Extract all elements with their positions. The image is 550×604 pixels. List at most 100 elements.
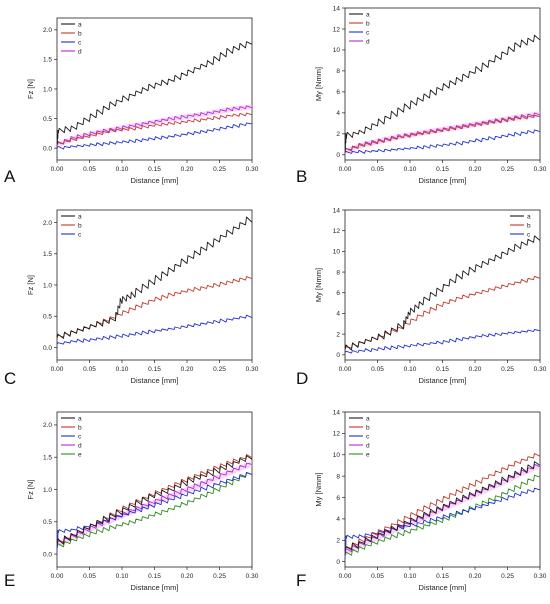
x-tick-label: 0.20 [181, 366, 194, 373]
legend-label-d: d [366, 38, 370, 45]
legend-label-a: a [366, 11, 370, 18]
y-tick-label: 2 [336, 131, 340, 138]
y-axis-label: Fz [N] [26, 79, 35, 99]
series-a-line [345, 235, 540, 351]
plot-frame [56, 209, 253, 361]
x-tick-label: 0.05 [83, 166, 96, 173]
legend-label-b: b [527, 222, 531, 229]
x-axis-label: Distance [mm] [131, 176, 179, 185]
series-group [345, 453, 540, 560]
y-tick-label: 2.0 [43, 27, 52, 34]
plot-frame [56, 411, 253, 568]
series-c-line [57, 471, 252, 555]
legend-label-b: b [78, 424, 82, 431]
x-tick-label: 0.15 [436, 166, 449, 173]
panel-letter: E [4, 571, 15, 590]
series-d-line [57, 105, 252, 146]
series-group [345, 235, 540, 354]
series-d-line [57, 462, 252, 545]
x-tick-label: 0.10 [404, 366, 417, 373]
panel-d: 0.00 0.05 0.10 0.15 0.20 0.25 0.30 0 2 4 6 8 10 12 14 D… [296, 207, 547, 388]
panel-a: 0.00 0.05 0.10 0.15 0.20 0.25 0.30 0.0 0.5 1.0 1.5… [4, 17, 259, 186]
legend-label-e: e [78, 451, 82, 458]
y-tick-label: 12 [333, 431, 341, 438]
x-tick-label: 0.30 [534, 573, 547, 580]
y-tick-label: 4 [336, 311, 340, 318]
panel-letter: D [296, 369, 308, 388]
x-tick-label: 0.05 [371, 166, 384, 173]
y-tick-label: 1.5 [43, 455, 52, 462]
legend-label-d: d [78, 442, 82, 449]
y-tick-label: 0.5 [43, 519, 52, 526]
legend-label-a: a [366, 415, 370, 422]
legend-label-e: e [366, 451, 370, 458]
y-tick-label: 0 [336, 152, 340, 159]
y-tick-label: 14 [333, 409, 341, 416]
x-tick-label: 0.15 [436, 366, 449, 373]
series-a-line [57, 455, 252, 545]
y-tick-label: 0.0 [43, 345, 52, 352]
y-tick-label: 14 [333, 5, 341, 12]
y-tick-label: 1.5 [43, 57, 52, 64]
y-tick-label: 4 [336, 516, 340, 523]
x-tick-label: 0.15 [148, 366, 161, 373]
y-tick-label: 1.0 [43, 86, 52, 93]
legend-label-b: b [78, 30, 82, 37]
legend-label-c: c [78, 39, 82, 46]
legend-label-d: d [78, 48, 82, 55]
y-tick-label: 1.0 [43, 487, 52, 494]
y-axis-label: Fz [N] [26, 480, 35, 500]
y-tick-label: 1.5 [43, 251, 52, 258]
x-tick-label: 0.30 [534, 366, 547, 373]
x-tick-label: 0.00 [339, 366, 352, 373]
legend-label-b: b [366, 424, 370, 431]
y-tick-label: 2.0 [43, 220, 52, 227]
x-tick-label: 0.25 [213, 366, 226, 373]
x-tick-label: 0.20 [181, 573, 194, 580]
x-tick-label: 0.05 [371, 366, 384, 373]
x-tick-label: 0.15 [148, 573, 161, 580]
y-tick-label: 10 [333, 452, 341, 459]
series-b-line [345, 275, 540, 350]
x-tick-label: 0.00 [51, 166, 64, 173]
legend-label-a: a [78, 21, 82, 28]
series-b-line [57, 276, 252, 339]
y-tick-label: 6 [336, 495, 340, 502]
x-axis-label: Distance [mm] [419, 176, 467, 185]
series-a-line [57, 41, 252, 146]
x-tick-label: 0.05 [83, 573, 96, 580]
y-tick-label: 10 [333, 249, 341, 256]
series-group [345, 34, 540, 154]
y-tick-label: 1.0 [43, 282, 52, 289]
legend: abc [510, 213, 531, 238]
x-tick-label: 0.25 [501, 366, 514, 373]
panel-c: 0.00 0.05 0.10 0.15 0.20 0.25 0.30 0.0 0.5 1.0 1.5… [4, 209, 259, 388]
y-tick-label: 12 [333, 26, 341, 33]
series-e-line [57, 472, 252, 548]
y-tick-label: 4 [336, 110, 340, 117]
series-e-line [345, 474, 540, 557]
x-axis-label: Distance [mm] [131, 376, 179, 385]
legend-label-c: c [78, 433, 82, 440]
series-b-line [345, 453, 540, 552]
x-tick-label: 0.30 [534, 166, 547, 173]
series-a-line [345, 34, 540, 152]
x-tick-label: 0.05 [83, 366, 96, 373]
x-tick-label: 0.25 [213, 166, 226, 173]
y-tick-label: 8 [336, 68, 340, 75]
x-tick-label: 0.10 [116, 366, 129, 373]
series-c-line [345, 487, 540, 560]
series-c-line [57, 314, 252, 345]
legend-label-c: c [78, 231, 82, 238]
legend-label-b: b [78, 222, 82, 229]
panel-e: 0.00 0.05 0.10 0.15 0.20 0.25 0.30 0.0 0.5 1.0 1.5… [4, 411, 259, 592]
x-tick-label: 0.20 [469, 166, 482, 173]
legend-label-a: a [78, 415, 82, 422]
panel-letter: F [296, 571, 306, 590]
legend: abc [61, 213, 82, 238]
y-tick-label: 2 [336, 331, 340, 338]
